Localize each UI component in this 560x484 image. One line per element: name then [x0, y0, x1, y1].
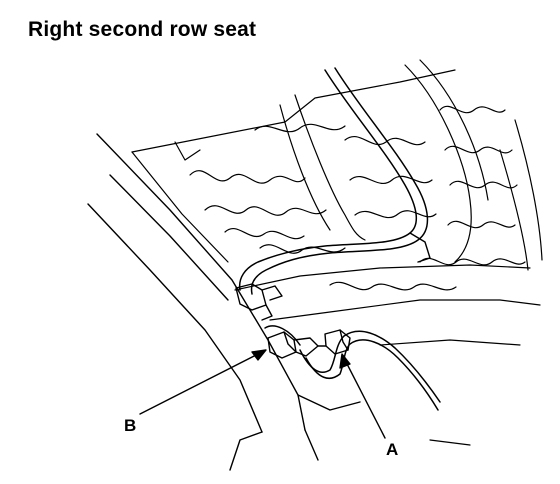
connector-a [317, 329, 351, 355]
seat-plate [131, 69, 541, 446]
seat-frame [87, 133, 361, 471]
harness-main [238, 67, 429, 295]
leader-b [139, 349, 267, 415]
harness-lower [264, 325, 441, 411]
leader-a [339, 353, 386, 439]
seat-springs [189, 105, 526, 291]
diagram-title: Right second row seat [28, 18, 257, 41]
callout-label-b: B [124, 416, 137, 435]
upper-connector [235, 232, 431, 321]
back-frame [279, 59, 543, 271]
callout-label-a: A [386, 440, 399, 459]
